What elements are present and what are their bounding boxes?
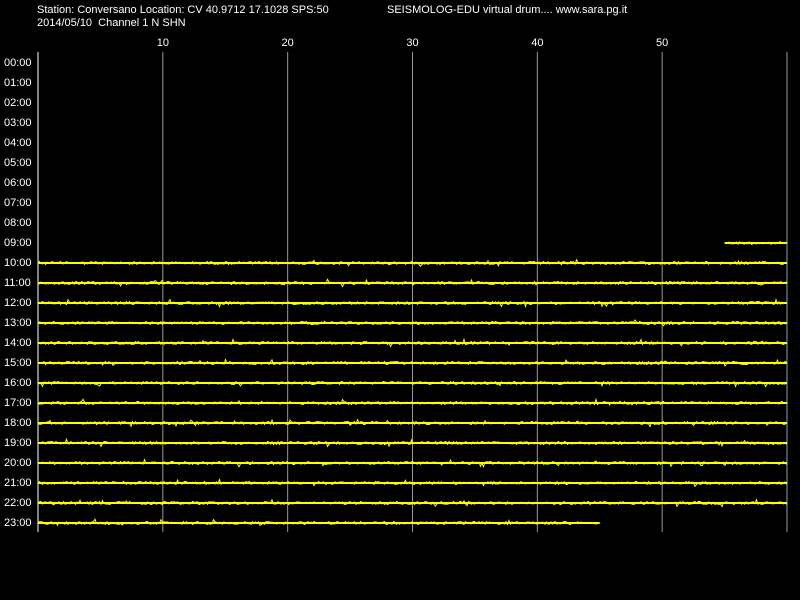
hour-label: 04:00 bbox=[4, 137, 32, 149]
hour-label: 21:00 bbox=[4, 477, 32, 489]
hour-label: 05:00 bbox=[4, 157, 32, 169]
trace-noise bbox=[37, 278, 787, 288]
trace-noise bbox=[37, 478, 787, 488]
x-tick-label: 30 bbox=[406, 37, 418, 49]
hour-label: 17:00 bbox=[4, 397, 32, 409]
hour-label: 13:00 bbox=[4, 317, 32, 329]
hour-label: 23:00 bbox=[4, 517, 32, 529]
hour-label: 03:00 bbox=[4, 117, 32, 129]
station-header: Station: Conversano Location: CV 40.9712… bbox=[37, 4, 329, 16]
hour-label: 11:00 bbox=[4, 277, 31, 289]
hour-label: 07:00 bbox=[4, 197, 32, 209]
hour-label: 22:00 bbox=[4, 497, 32, 509]
software-header: SEISMOLOG-EDU virtual drum.... www.sara.… bbox=[387, 4, 627, 16]
hour-label: 00:00 bbox=[4, 57, 32, 69]
hour-label: 09:00 bbox=[4, 237, 32, 249]
hour-label: 18:00 bbox=[4, 417, 32, 429]
hour-label: 14:00 bbox=[4, 337, 32, 349]
hour-label: 16:00 bbox=[4, 377, 32, 389]
x-tick-label: 20 bbox=[282, 37, 294, 49]
hour-label: 20:00 bbox=[4, 457, 32, 469]
hour-label: 19:00 bbox=[4, 437, 32, 449]
hour-label: 12:00 bbox=[4, 297, 32, 309]
trace-noise bbox=[37, 458, 787, 468]
trace-noise bbox=[724, 240, 787, 246]
trace-noise bbox=[37, 337, 787, 348]
hour-label: 10:00 bbox=[4, 257, 32, 269]
trace-noise bbox=[37, 380, 787, 388]
trace-noise bbox=[37, 418, 787, 428]
x-tick-label: 10 bbox=[157, 37, 169, 49]
date-header: 2014/05/10 Channel 1 N SHN bbox=[37, 17, 186, 29]
trace-noise bbox=[38, 518, 600, 527]
trace-noise bbox=[37, 258, 787, 268]
hour-label: 08:00 bbox=[4, 217, 32, 229]
hour-label: 15:00 bbox=[4, 357, 32, 369]
trace-noise bbox=[37, 298, 787, 309]
trace-noise bbox=[37, 319, 787, 327]
hour-label: 02:00 bbox=[4, 97, 32, 109]
hour-label: 06:00 bbox=[4, 177, 32, 189]
trace-noise bbox=[37, 498, 787, 508]
trace-noise bbox=[37, 397, 787, 406]
trace-noise bbox=[37, 358, 787, 368]
trace-noise bbox=[37, 437, 787, 448]
x-tick-label: 50 bbox=[656, 37, 668, 49]
x-tick-label: 40 bbox=[531, 37, 543, 49]
hour-label: 01:00 bbox=[4, 77, 32, 89]
